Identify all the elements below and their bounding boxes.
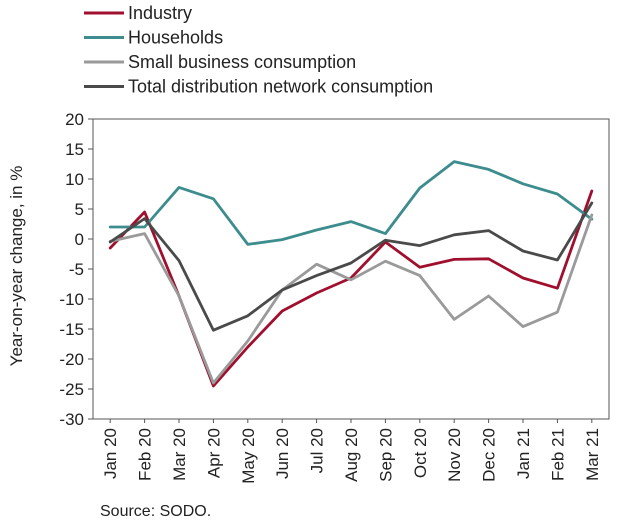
- series-line-3: [108, 213, 594, 385]
- x-tick-label: Apr 20: [204, 428, 223, 478]
- y-tick-label: 5: [75, 200, 84, 219]
- x-tick-label: Mar 20: [170, 428, 189, 481]
- source-note: Source: SODO.: [100, 503, 211, 520]
- y-axis-ticks: 20 15 10 5 0 -5 -10 -15 -20 -25 -30: [59, 110, 93, 429]
- x-tick-label: Jan 21: [514, 428, 533, 479]
- x-axis-ticks: Jan 20 Feb 20 Mar 20 Apr 20 May 20 Jun 20 Jul …: [101, 419, 602, 484]
- x-tick-label: Feb 20: [136, 428, 155, 481]
- legend-label: Total distribution network consumption: [128, 77, 433, 97]
- y-tick-label: 10: [65, 170, 84, 189]
- x-tick-label: Nov 20: [445, 428, 464, 482]
- x-tick-label: Sep 20: [376, 428, 395, 482]
- y-tick-label: -5: [69, 260, 84, 279]
- series-lines: [108, 160, 594, 388]
- x-tick-label: Jun 20: [273, 428, 292, 479]
- x-tick-label: Feb 21: [548, 428, 567, 481]
- x-tick-label: Jul 20: [308, 428, 327, 473]
- x-tick-label: Aug 20: [342, 428, 361, 482]
- y-tick-label: -25: [59, 380, 84, 399]
- series-line-2: [108, 160, 594, 246]
- x-tick-label: Oct 20: [411, 428, 430, 478]
- y-tick-label: -30: [59, 410, 84, 429]
- x-tick-label: Jan 20: [101, 428, 120, 479]
- plot-area: [92, 118, 610, 420]
- y-tick-label: 0: [75, 230, 84, 249]
- x-tick-label: May 20: [239, 428, 258, 484]
- series-line-4: [108, 201, 594, 332]
- y-tick-label: 15: [65, 140, 84, 159]
- x-tick-label: Mar 21: [583, 428, 602, 481]
- legend-label: Industry: [128, 3, 192, 23]
- y-axis-title: Year-on-year change, in %: [7, 166, 26, 367]
- y-tick-label: -20: [59, 350, 84, 369]
- legend: Industry Households Small business consump…: [84, 3, 433, 97]
- legend-label: Households: [128, 28, 223, 48]
- y-tick-label: -10: [59, 290, 84, 309]
- y-tick-label: -15: [59, 320, 84, 339]
- y-tick-label: 20: [65, 110, 84, 129]
- x-tick-label: Dec 20: [480, 428, 499, 482]
- legend-label: Small business consumption: [128, 52, 356, 72]
